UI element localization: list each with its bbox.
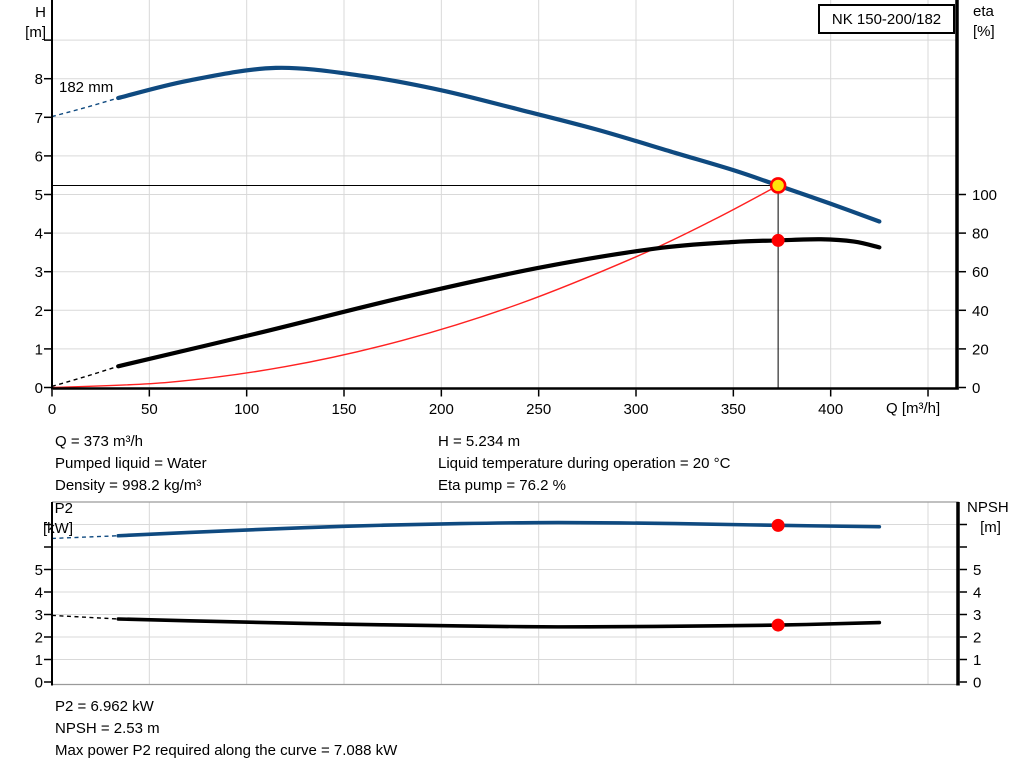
x-axis-tick-label: 0 xyxy=(48,401,56,418)
info-liquid-temperature: Liquid temperature during operation = 20… xyxy=(438,455,731,472)
pump-model-box: NK 150-200/182 xyxy=(818,4,955,34)
h-axis-unit: [m] xyxy=(25,24,46,41)
right-axis-tick-label: 100 xyxy=(972,187,997,204)
left-axis-tick-label: 1 xyxy=(35,341,43,358)
eta-axis-title: eta xyxy=(973,3,994,20)
x-axis-tick-label: 150 xyxy=(331,401,356,418)
npsh-curve-dashed-lead xyxy=(51,614,119,620)
impeller-diameter-label: 182 mm xyxy=(59,79,114,96)
right-axis-tick-label: 1 xyxy=(973,652,981,669)
left-axis-tick-label: 5 xyxy=(35,187,43,204)
right-axis-tick-label: 2 xyxy=(973,630,981,647)
info-flow: Q = 373 m³/h xyxy=(55,433,143,450)
p2-point xyxy=(771,518,785,532)
x-axis-tick-label: 400 xyxy=(818,401,843,418)
info-density: Density = 998.2 kg/m³ xyxy=(55,477,202,494)
system-curve xyxy=(51,184,779,389)
left-axis-tick-label: 2 xyxy=(35,630,43,647)
head-curve-dashed-lead xyxy=(51,97,119,118)
eta-axis-unit: [%] xyxy=(973,23,995,40)
x-axis-tick-label: 50 xyxy=(141,401,158,418)
p2-curve-dashed-lead xyxy=(51,535,119,540)
left-axis-tick-label: 3 xyxy=(35,607,43,624)
efficiency-point xyxy=(771,233,785,247)
p2-axis-title: P2 xyxy=(54,500,73,517)
info-npsh: NPSH = 2.53 m xyxy=(55,720,160,737)
left-axis-tick-label: 6 xyxy=(35,148,43,165)
p2-axis-unit: [kW] xyxy=(43,520,73,537)
right-axis-tick-label: 4 xyxy=(973,585,981,602)
left-axis-tick-label: 1 xyxy=(35,652,43,669)
info-max-power: Max power P2 required along the curve = … xyxy=(55,742,398,759)
info-head: H = 5.234 m xyxy=(438,433,521,450)
x-axis-tick-label: 200 xyxy=(429,401,454,418)
right-axis-tick-label: 0 xyxy=(973,675,981,692)
x-axis-tick-label: 100 xyxy=(234,401,259,418)
right-axis-tick-label: 3 xyxy=(973,607,981,624)
pump-model-label: NK 150-200/182 xyxy=(831,10,942,28)
npsh-axis-unit: [m] xyxy=(980,519,1001,536)
h-axis-title: H xyxy=(35,4,46,21)
left-axis-tick-label: 4 xyxy=(35,226,43,243)
x-axis-tick-label: 300 xyxy=(623,401,648,418)
duty-point[interactable] xyxy=(769,177,787,194)
q-axis-title: Q [m³/h] xyxy=(886,400,941,417)
left-axis-tick-label: 2 xyxy=(35,303,43,320)
head-curve xyxy=(116,65,882,224)
left-axis-tick-label: 0 xyxy=(35,675,43,692)
npsh-point xyxy=(771,618,785,632)
x-axis-tick-label: 250 xyxy=(526,401,551,418)
efficiency-curve-dashed-lead xyxy=(51,365,119,388)
p2-curve xyxy=(116,520,882,538)
right-axis-tick-label: 20 xyxy=(972,341,989,358)
npsh-curve xyxy=(116,617,882,629)
npsh-axis-title: NPSH xyxy=(967,499,1009,516)
x-axis-tick-label: 350 xyxy=(721,401,746,418)
left-axis-tick-label: 3 xyxy=(35,264,43,281)
info-eta-pump: Eta pump = 76.2 % xyxy=(438,477,566,494)
right-axis-tick-label: 60 xyxy=(972,264,989,281)
right-axis-tick-label: 40 xyxy=(972,303,989,320)
right-axis-tick-label: 5 xyxy=(973,562,981,579)
left-axis-tick-label: 4 xyxy=(35,585,43,602)
efficiency-curve xyxy=(116,237,882,369)
info-p2: P2 = 6.962 kW xyxy=(55,698,154,715)
left-axis-tick-label: 0 xyxy=(35,380,43,397)
left-axis-tick-label: 7 xyxy=(35,110,43,127)
left-axis-tick-label: 8 xyxy=(35,71,43,88)
left-axis-tick-label: 5 xyxy=(35,562,43,579)
right-axis-tick-label: 80 xyxy=(972,226,989,243)
right-axis-tick-label: 0 xyxy=(972,380,980,397)
info-pumped-liquid: Pumped liquid = Water xyxy=(55,455,207,472)
